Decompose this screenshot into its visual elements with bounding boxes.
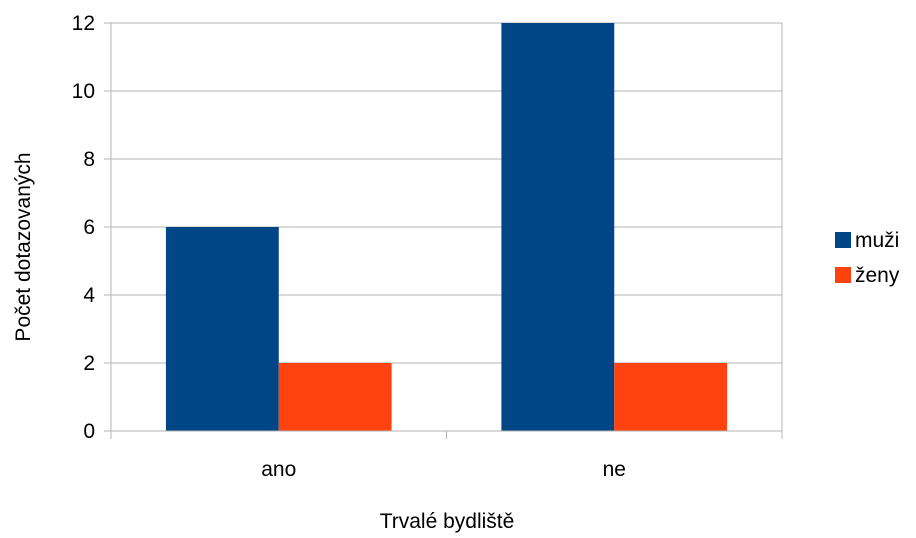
bar-ne-ženy <box>614 363 728 431</box>
bar-ano-ženy <box>278 363 392 431</box>
bars <box>165 23 728 431</box>
y-tick-label: 10 <box>72 80 95 103</box>
legend-swatch-muži <box>835 232 851 248</box>
x-tick-label: ano <box>261 458 296 481</box>
bar-ne-muži <box>501 23 615 431</box>
y-tick-label: 6 <box>83 216 95 239</box>
axes <box>104 22 783 439</box>
y-tick-label: 8 <box>83 148 95 171</box>
legend-label-ženy: ženy <box>855 264 900 287</box>
tick-labels: 0 2 4 6 8 10 12 ano ne <box>72 12 626 481</box>
legend-swatch-ženy <box>835 267 851 283</box>
x-axis-title: Trvalé bydliště <box>380 510 515 533</box>
bar-ano-muži <box>165 227 279 431</box>
y-axis-title: Počet dotazovaných <box>12 152 35 341</box>
y-tick-label: 12 <box>72 12 95 35</box>
y-tick-label: 0 <box>83 420 95 443</box>
y-tick-label: 2 <box>83 352 95 375</box>
x-tick-label: ne <box>603 458 626 481</box>
legend: muži ženy <box>835 229 900 287</box>
legend-label-muži: muži <box>855 229 899 252</box>
y-tick-label: 4 <box>83 284 95 307</box>
